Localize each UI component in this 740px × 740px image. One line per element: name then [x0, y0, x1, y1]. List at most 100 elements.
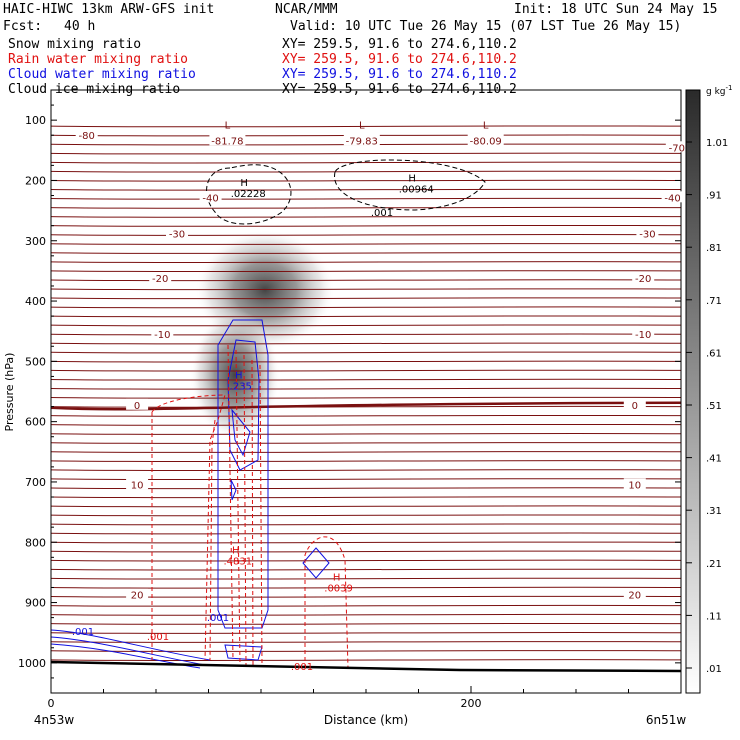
temperature-contour-line — [51, 315, 681, 318]
init-label: Init: 18 UTC Sun 24 May 15 — [514, 2, 718, 17]
legend-cloudwater-xy: XY= 259.5, 91.6 to 274.6,110.2 — [282, 67, 517, 82]
temperature-label-bg — [75, 129, 98, 141]
temperature-contour-line — [51, 641, 681, 643]
temperature-label: 10 — [131, 480, 144, 491]
colorbar-gradient — [685, 89, 701, 694]
colorbar: 1.01 .91 .81 .71 .61 .51 .41 .31 .21 .11 .01 g kg-… — [685, 84, 733, 694]
temperature-contour-line — [51, 550, 681, 553]
temperature-low-value: -80.09 — [470, 136, 502, 147]
temperature-label: -30 — [639, 230, 655, 241]
rain-contour-outer-left — [151, 394, 226, 661]
x-end-left: 4n53w — [34, 713, 75, 727]
temperature-contour-line — [51, 442, 681, 444]
temperature-low-value: -81.78 — [211, 136, 243, 147]
colorbar-label: .41 — [706, 454, 722, 465]
colorbar-label: .61 — [706, 348, 722, 359]
x-axis: 0 200 — [48, 686, 629, 710]
cloudwater-contour-small — [230, 479, 237, 501]
temperature-contour-line — [51, 559, 681, 562]
snow-max-value: .02228 — [231, 189, 266, 200]
rain-contour-far-left — [209, 419, 216, 661]
rain-contour-label: .001 — [147, 632, 169, 643]
temperature-label: -20 — [152, 274, 168, 285]
rain-contour-label: .001 — [291, 662, 313, 673]
temperature-contour-line — [51, 161, 681, 164]
temperature-contour-line — [51, 288, 681, 291]
temperature-label: -40 — [202, 193, 218, 204]
temperature-contour-line — [51, 279, 681, 282]
rain-contour-inner-5 — [259, 364, 263, 666]
temperature-contour-line — [51, 432, 681, 435]
temperature-contour-line — [51, 595, 681, 598]
cloudwater-surface-1 — [51, 629, 211, 661]
temperature-label: 0 — [632, 401, 638, 412]
temperature-contours — [51, 125, 681, 662]
temperature-contour-line — [51, 270, 681, 273]
temperature-contour-line — [51, 351, 681, 354]
rain-max-value: .4831 — [223, 556, 252, 567]
y-tick-label: 800 — [25, 536, 46, 549]
temperature-contour-line — [51, 460, 681, 463]
legend-rain-name: Rain water mixing ratio — [8, 52, 189, 67]
y-tick-label: 300 — [25, 235, 46, 248]
temperature-contour-line — [51, 577, 681, 580]
colorbar-label: .01 — [706, 664, 722, 675]
temperature-contour-line — [51, 342, 681, 345]
temperature-contour-line — [51, 650, 681, 652]
rain-max-mark: H — [232, 545, 240, 556]
temperature-contour-line — [51, 505, 681, 508]
temperature-contour-line — [51, 306, 681, 309]
fcst-value: 40 h — [64, 19, 96, 34]
temperature-contour-line — [51, 478, 681, 481]
temperature-label-bg — [151, 328, 174, 340]
cloudwater-surface-4 — [224, 644, 263, 661]
legend-rain-xy: XY= 259.5, 91.6 to 274.6,110.2 — [282, 52, 517, 67]
temperature-contour-line — [51, 369, 681, 372]
snow-max-mark: H — [240, 178, 248, 189]
temperature-contour-line — [51, 469, 681, 472]
plot-area — [51, 125, 681, 673]
terrain-line — [51, 660, 681, 673]
colorbar-label: .31 — [706, 506, 722, 517]
temperature-contour-line — [51, 170, 681, 173]
temperature-contour-line — [51, 261, 681, 264]
y-axis-title: Pressure (hPa) — [3, 353, 16, 432]
temperature-low-mark: L — [483, 120, 489, 131]
legend-snow-xy: XY= 259.5, 91.6 to 274.6,110.2 — [282, 37, 517, 52]
temperature-contour-line — [51, 541, 681, 544]
cloudwater-contour-mid — [227, 339, 260, 471]
y-tick-label: 600 — [25, 416, 46, 429]
temperature-label: 20 — [131, 591, 144, 602]
x-tick-label: 0 — [48, 697, 55, 710]
temperature-contour-line — [51, 179, 681, 182]
temperature-contour-line — [51, 134, 681, 137]
temperature-contour-line — [51, 514, 681, 517]
y-tick-label: 1000 — [18, 657, 46, 670]
legend-cloudwater-name: Cloud water mixing ratio — [8, 67, 196, 82]
temperature-label-bg — [665, 141, 688, 153]
colorbar-label: .91 — [706, 191, 722, 202]
temperature-label-bg — [623, 478, 646, 490]
temperature-low-bg — [343, 134, 380, 146]
zero-degree-isotherm — [51, 401, 681, 411]
cloudwater-surface-2 — [51, 636, 206, 666]
temperature-contour-line — [51, 234, 681, 236]
rain-max-value: .0039 — [324, 583, 353, 594]
rain-contour-inner-2 — [235, 349, 241, 666]
temperature-contour-line — [51, 396, 681, 399]
snow-max-value: .00964 — [399, 185, 434, 196]
colorbar-label: .21 — [706, 559, 722, 570]
temperature-label: -10 — [154, 330, 170, 341]
temperature-label-bg — [661, 191, 684, 203]
temperature-label: -40 — [664, 193, 680, 204]
rain-contour-inner-3 — [243, 354, 247, 666]
cloudwater-contour-label: .001 — [72, 627, 94, 638]
colorbar-unit-exp: -1 — [726, 84, 733, 92]
y-tick-label: 700 — [25, 476, 46, 489]
temperature-contour-line — [51, 243, 681, 245]
temperature-contour-line — [51, 451, 681, 454]
temperature-contour-line — [51, 152, 681, 155]
temperature-contour-line — [51, 496, 681, 499]
legend-snow-name: Snow mixing ratio — [8, 37, 142, 52]
colorbar-label: .81 — [706, 243, 722, 254]
